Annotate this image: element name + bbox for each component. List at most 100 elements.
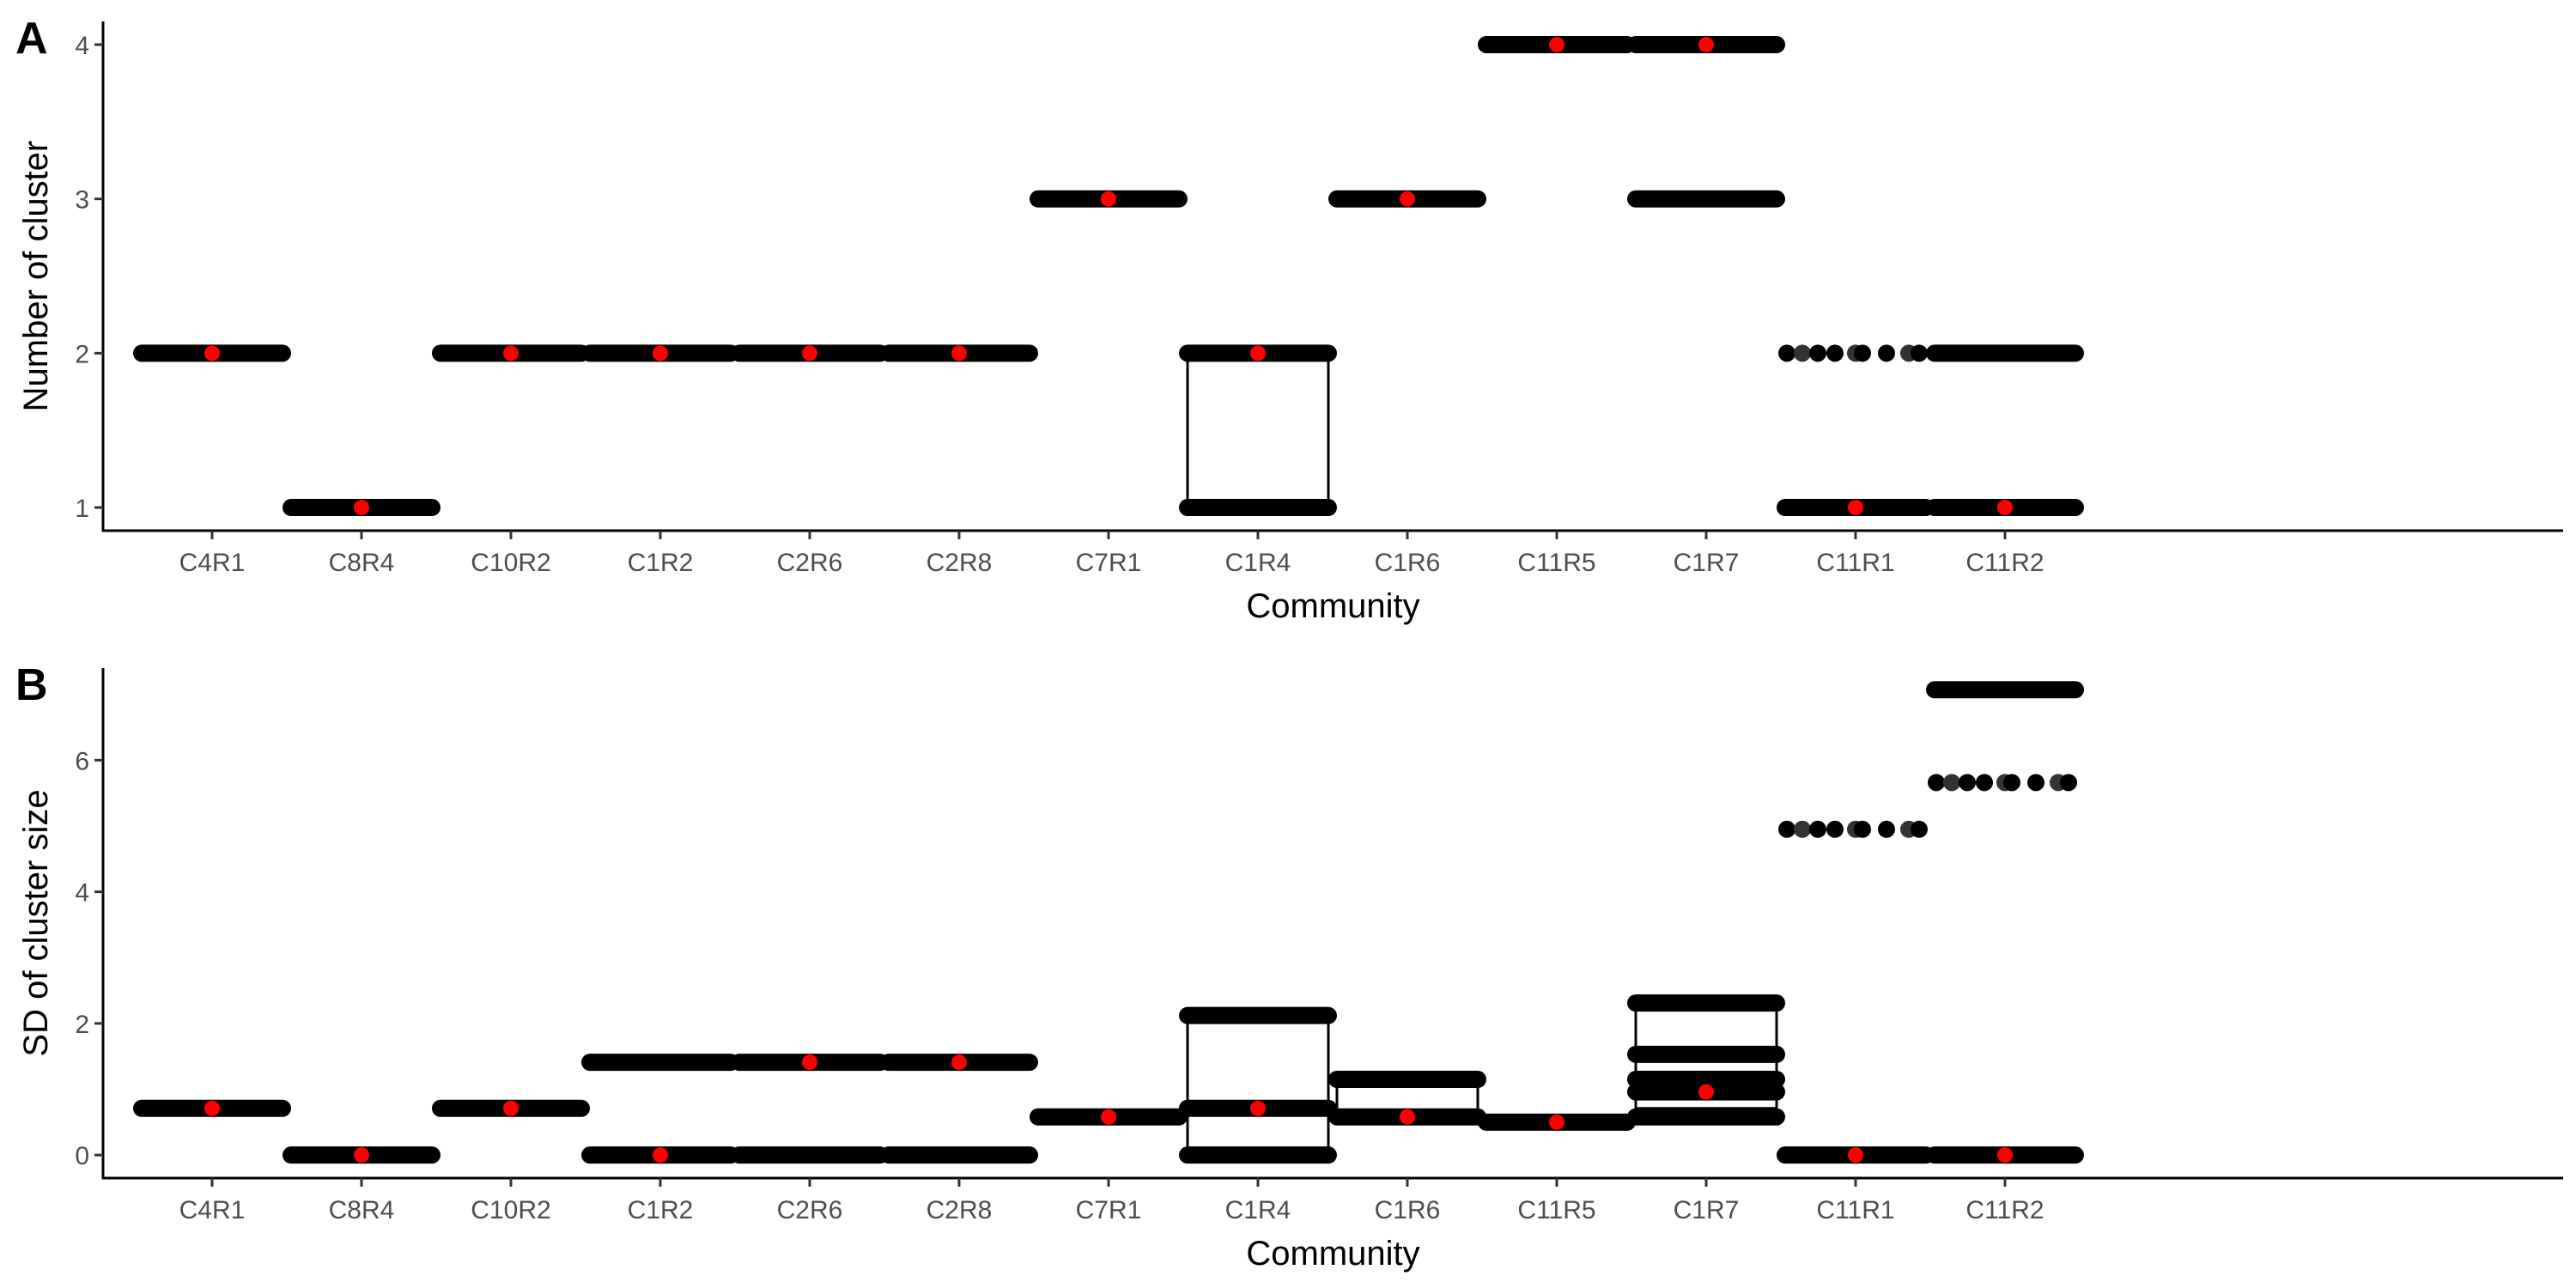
mean-point: [1101, 1109, 1116, 1125]
x-tick-label: C1R4: [1225, 549, 1291, 577]
mean-point: [1997, 500, 2013, 516]
mean-point: [503, 345, 519, 361]
x-tick-label: C8R4: [329, 1196, 395, 1224]
group-C1R4: [1179, 1006, 1337, 1164]
x-tick-label: C11R1: [1816, 1196, 1894, 1224]
mean-point: [1400, 1109, 1415, 1125]
group-C1R2: [581, 344, 739, 362]
point-band: [1328, 1071, 1486, 1089]
point-band: [1179, 1006, 1337, 1024]
box: [1186, 1014, 1330, 1151]
sparse-point: [2003, 774, 2020, 792]
group-C1R2: [581, 1054, 739, 1164]
sparse-point: [1854, 820, 1871, 838]
mean-point: [354, 1147, 369, 1163]
panel-b: B 0 2 4 6 C4R1 C8R4 C10R2 C1R2 C2R6 C2R8 C7R1 C1R4 C1…: [15, 660, 2563, 1273]
sparse-point: [1809, 820, 1826, 838]
point-band: [1627, 1045, 1785, 1063]
point-band: [1627, 1108, 1785, 1126]
group-C7R1: [1030, 190, 1188, 208]
group-C11R2: [1926, 681, 2084, 1164]
mean-point: [951, 345, 967, 361]
sparse-point: [1976, 774, 1993, 792]
y-tick-label: 4: [75, 879, 89, 908]
sparse-point: [1943, 774, 1960, 792]
mean-point: [354, 500, 369, 516]
x-tick-label: C2R8: [927, 549, 993, 577]
mean-point: [1400, 191, 1415, 207]
group-C4R1: [133, 344, 291, 362]
sparse-point: [1911, 820, 1928, 838]
mean-point: [1997, 1147, 2013, 1163]
point-band: [1627, 994, 1785, 1012]
x-tick-label: C1R2: [628, 549, 694, 577]
x-tick-label: C10R2: [471, 1196, 550, 1224]
y-tick-label: 6: [75, 747, 89, 775]
x-tick-label: C2R8: [927, 1196, 993, 1224]
point-band: [1627, 1071, 1785, 1089]
mean-point: [802, 1054, 817, 1071]
mean-point: [653, 345, 668, 361]
x-tick-label: C1R4: [1225, 1196, 1291, 1224]
sparse-point: [1794, 820, 1811, 838]
mean-point: [653, 1147, 668, 1163]
x-tick-label: C7R1: [1076, 1196, 1142, 1224]
mean-point: [1698, 36, 1714, 52]
y-tick-label: 0: [75, 1142, 89, 1170]
group-C11R2: [1926, 344, 2084, 517]
x-tick-label: C4R1: [179, 549, 246, 577]
group-C1R6: [1328, 1071, 1486, 1126]
mean-point: [204, 1100, 220, 1116]
sparse-point: [1959, 774, 1976, 792]
x-tick-label: C11R1: [1816, 549, 1894, 577]
sparse-point: [1911, 344, 1928, 362]
x-tick-label: C10R2: [471, 549, 550, 577]
y-axis-title: SD of cluster size: [17, 789, 55, 1056]
y-tick-label: 2: [75, 340, 89, 368]
panel-label: A: [15, 14, 48, 64]
x-tick-label: C7R1: [1076, 549, 1142, 577]
sparse-point: [1854, 344, 1871, 362]
group-C10R2: [432, 1099, 590, 1117]
group-C10R2: [432, 344, 590, 362]
mean-point: [802, 345, 817, 361]
x-tick-label: C1R6: [1375, 549, 1441, 577]
group-C2R6: [731, 1054, 889, 1164]
group-C2R8: [880, 344, 1038, 362]
x-tick-label: C11R2: [1965, 1196, 2044, 1224]
mean-point: [1698, 1084, 1714, 1100]
point-band: [880, 1146, 1038, 1164]
group-C11R5: [1478, 1113, 1636, 1131]
mean-point: [1549, 1114, 1564, 1130]
box: [1186, 351, 1330, 509]
group-C1R7: [1627, 35, 1785, 208]
group-C7R1: [1030, 1108, 1188, 1126]
mean-point: [1101, 191, 1116, 207]
point-band: [1926, 681, 2084, 699]
group-C11R1: [1777, 344, 1935, 517]
point-band: [1627, 190, 1785, 208]
group-C2R6: [731, 344, 889, 362]
y-tick-label: 2: [75, 1011, 89, 1039]
point-band: [1179, 499, 1337, 517]
group-C4R1: [133, 1099, 291, 1117]
sparse-point: [1809, 344, 1826, 362]
x-tick-label: C4R1: [179, 1196, 246, 1224]
group-C1R4: [1179, 344, 1337, 517]
point-band: [1926, 344, 2084, 362]
x-tick-label: C1R7: [1674, 1196, 1740, 1224]
y-tick-label: 1: [75, 495, 89, 523]
point-band: [731, 1146, 889, 1164]
mean-point: [204, 345, 220, 361]
mean-point: [1250, 345, 1266, 361]
sparse-point: [1778, 344, 1795, 362]
sparse-point: [1826, 820, 1844, 838]
y-axis-title: Number of cluster: [17, 141, 55, 412]
group-C1R6: [1328, 190, 1486, 208]
mean-point: [1848, 500, 1863, 516]
sparse-point: [2060, 774, 2077, 792]
x-tick-label: C11R5: [1517, 549, 1595, 577]
y-tick-label: 4: [75, 32, 89, 60]
mean-point: [1250, 1100, 1266, 1116]
